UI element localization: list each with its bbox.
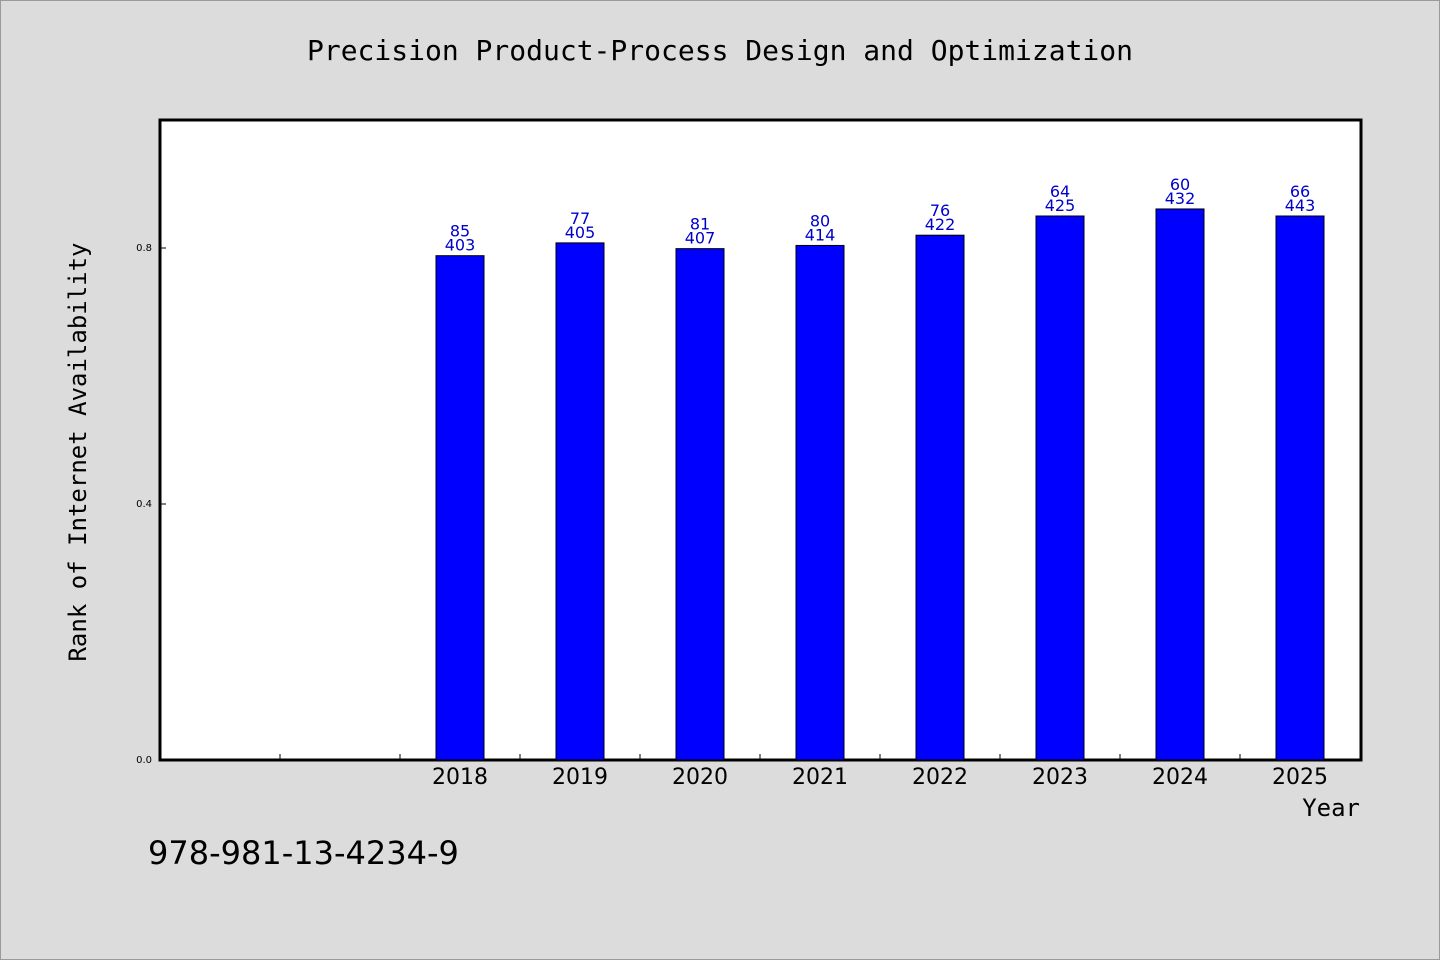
x-axis-label: Year [1302,794,1360,822]
x-tick-label: 2019 [552,765,608,790]
y-tick-label: 0.4 [136,499,152,510]
bar-2019 [555,242,605,761]
bar-label-top: 60 [1170,175,1190,194]
bar-2024 [1155,208,1205,761]
bar-label-bottom: 425 [1045,196,1076,215]
bar-2023 [1035,215,1085,761]
bar-label-top: 80 [810,211,830,230]
bar-label-bottom: 405 [565,223,596,242]
bar-2020 [675,248,725,761]
bar-label-bottom: 414 [805,225,836,244]
x-tick-label: 2025 [1272,765,1328,790]
bar-label-bottom: 407 [685,229,716,248]
bar-label-bottom: 403 [445,236,476,255]
x-tick-label: 2023 [1032,765,1088,790]
bar-2021 [795,244,845,761]
chart-title: Precision Product-Process Design and Opt… [306,34,1133,67]
axis-ticks: 0.0 0.4 0.8 [136,243,1241,766]
y-axis-label: Rank of Internet Availability [64,242,92,662]
y-tick-label: 0.0 [136,755,152,766]
bar-label-bottom: 443 [1285,196,1316,215]
x-tick-label: 2020 [672,765,728,790]
bar-label-top: 81 [690,215,710,234]
x-tick-label: 2022 [912,765,968,790]
bar-label-top: 64 [1050,182,1070,201]
bar-label-top: 85 [450,222,470,241]
x-tick-label: 2024 [1152,765,1208,790]
x-tick-label: 2021 [792,765,848,790]
bar-label-top: 77 [570,209,590,228]
bars [435,208,1325,761]
bar-label-bottom: 422 [925,215,956,234]
bar-2022 [915,234,965,761]
bar-label-bottom: 432 [1165,189,1196,208]
bar-2025 [1275,215,1325,761]
bar-2018 [435,255,485,761]
footer-code: 978-981-13-4234-9 [148,834,459,872]
bar-label-top: 66 [1290,182,1310,201]
bar-label-top: 76 [930,201,950,220]
x-tick-label: 2018 [432,765,488,790]
y-tick-label: 0.8 [136,243,152,254]
